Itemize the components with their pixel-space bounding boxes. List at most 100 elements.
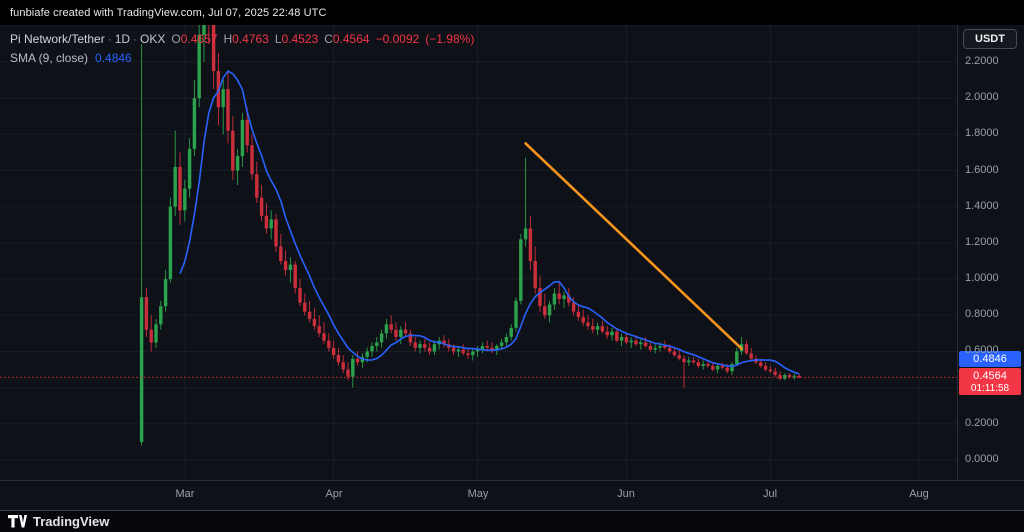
candle-body	[245, 119, 249, 146]
candle-body	[283, 261, 288, 270]
candle-body	[351, 358, 355, 377]
candle-body	[586, 322, 590, 327]
candle-body	[226, 89, 230, 131]
open-letter: O	[171, 32, 181, 46]
candle-body	[346, 369, 350, 377]
candle-body	[480, 346, 485, 350]
tradingview-logo-icon[interactable]	[8, 514, 27, 529]
candle-body	[629, 340, 633, 343]
close-letter: C	[324, 32, 333, 46]
high-value: 0.4763	[232, 32, 269, 46]
candle-body	[711, 365, 715, 370]
candle-body	[231, 130, 235, 171]
candle-body	[274, 219, 278, 247]
candle-body	[432, 344, 437, 352]
candle-body	[279, 246, 283, 261]
candle-body	[691, 360, 696, 363]
candle-body	[600, 326, 605, 332]
candle-body	[317, 326, 321, 334]
change-percent: (−1.98%)	[425, 32, 475, 46]
candle-body	[202, 25, 206, 35]
candle-body	[528, 228, 533, 261]
candle-body	[264, 215, 269, 229]
exchange-label[interactable]: OKX	[140, 32, 166, 46]
candlestick-chart[interactable]	[0, 25, 957, 480]
candle-body	[787, 375, 792, 377]
candle-body	[144, 297, 149, 330]
candle-body	[653, 347, 657, 350]
candle-body	[701, 364, 705, 366]
candle-body	[288, 264, 293, 270]
candle-body	[773, 371, 777, 375]
price-axis-label: 1.4000	[965, 200, 999, 212]
candle-body	[168, 206, 173, 280]
candle-body	[706, 364, 710, 366]
last-price-value: 0.4564	[973, 370, 1007, 382]
candlestick-series	[139, 25, 801, 446]
currency-toggle-button[interactable]: USDT	[963, 29, 1017, 49]
candle-body	[504, 337, 509, 343]
candle-body	[178, 166, 182, 211]
candle-body	[423, 344, 427, 348]
candle-body	[389, 324, 393, 330]
price-axis-label: 0.2000	[965, 417, 999, 429]
candle-body	[552, 293, 557, 305]
candle-body	[519, 239, 523, 301]
candle-body	[322, 333, 326, 341]
high-letter: H	[223, 32, 233, 46]
candle-body	[307, 311, 312, 319]
candle-body	[408, 333, 413, 343]
indicator-name[interactable]: SMA (9, close)	[10, 51, 89, 65]
bar-countdown: 01:11:58	[970, 383, 1010, 394]
attribution-bar: funbiafe created with TradingView.com, J…	[0, 0, 1024, 25]
price-axis-label: 0.0000	[965, 453, 999, 465]
time-axis-label: Aug	[909, 488, 929, 500]
price-axis-label: 1.6000	[965, 164, 999, 176]
time-axis[interactable]: Mar Apr May Jun Jul Aug	[0, 480, 1024, 510]
candle-body	[159, 306, 163, 325]
price-axis[interactable]: USDT 0.4846 0.4564 01:11:58 2.2000 2.0000…	[957, 25, 1024, 480]
grid-lines	[0, 25, 957, 480]
candle-body	[562, 295, 566, 299]
chart-legend: Pi Network/Tether · 1D · OKX O0.4657 H0.4763 L0…	[10, 31, 474, 66]
low-letter: L	[274, 32, 282, 46]
candle-body	[154, 324, 158, 343]
candle-body	[619, 337, 624, 341]
last-price-badge: 0.4564 01:11:58	[959, 368, 1021, 395]
candle-body	[466, 353, 470, 356]
candle-body	[759, 362, 763, 366]
candle-body	[557, 293, 561, 299]
price-axis-label: 1.2000	[965, 236, 999, 248]
candle-body	[576, 311, 581, 318]
candle-body	[610, 331, 614, 336]
attribution-text: funbiafe created with TradingView.com, J…	[10, 6, 327, 19]
candle-body	[485, 346, 489, 348]
candle-body	[197, 34, 201, 99]
candle-body	[792, 375, 797, 377]
time-axis-label: Jul	[762, 488, 778, 500]
candle-body	[514, 300, 518, 328]
trendline[interactable]	[524, 142, 743, 351]
time-axis-label: May	[467, 488, 489, 500]
tradingview-brand-text[interactable]: TradingView	[33, 514, 110, 529]
symbol-title[interactable]: Pi Network/Tether	[10, 32, 105, 46]
candle-body	[259, 197, 264, 216]
candle-body	[658, 346, 662, 348]
candle-body	[442, 340, 446, 345]
sma-line[interactable]	[179, 70, 800, 375]
symbol-legend-row: Pi Network/Tether · 1D · OKX O0.4657 H0.4763 L0…	[10, 31, 474, 47]
interval-label[interactable]: 1D	[114, 32, 131, 46]
change-value: −0.0092	[375, 32, 420, 46]
candle-body	[591, 326, 595, 330]
candle-body	[221, 89, 225, 108]
separator-dot: ·	[133, 32, 138, 46]
candle-body	[778, 375, 782, 379]
candle-body	[567, 295, 571, 303]
candle-body	[682, 358, 686, 363]
time-axis-label: Mar	[175, 488, 195, 500]
candle-body	[384, 324, 389, 334]
candle-body	[615, 331, 619, 341]
separator-dot: ·	[107, 32, 112, 46]
candle-body	[475, 349, 480, 352]
candle-body	[413, 342, 417, 348]
